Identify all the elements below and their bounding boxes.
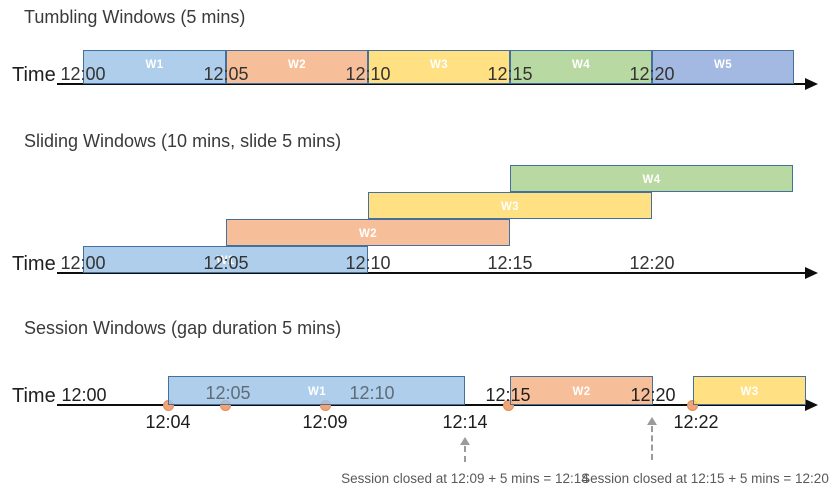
sliding-window-w2: W2 (226, 219, 510, 246)
session-event-time-label-1222: 12:22 (673, 412, 719, 432)
tumbling-window-label-w1: W1 (145, 59, 164, 71)
sliding-tick-1200: 12:00 (60, 253, 106, 273)
sliding-window-label-w1: W1 (216, 255, 235, 267)
session-annotation-arrow-line-1 (464, 446, 466, 462)
axis-arrowhead-icon-session (805, 399, 818, 411)
tumbling-window-w4: W4 (510, 50, 652, 84)
tumbling-tick-1210: 12:10 (345, 64, 391, 84)
tumbling-tick-1200: 12:00 (60, 64, 106, 84)
session-event-dot-1 (162, 399, 174, 411)
sliding-tick-1210: 12:10 (345, 253, 391, 273)
time-axis-session (57, 404, 806, 406)
tumbling-tick-1220: 12:20 (629, 64, 675, 84)
sliding-window-label-w2: W2 (358, 228, 378, 240)
axis-arrowhead-icon-sliding (805, 267, 818, 279)
tumbling-window-w1: W1 (83, 50, 226, 84)
session-event-dot-5 (686, 399, 698, 411)
sliding-window-w3: W3 (368, 192, 652, 219)
session-event-time-label-1214: 12:14 (442, 412, 488, 432)
tumbling-window-w3: W3 (368, 50, 510, 84)
session-tick-1200: 12:00 (61, 385, 107, 405)
section-title-session: Session Windows (gap duration 5 mins) (24, 318, 342, 338)
session-annotation-arrowhead-icon-1 (460, 437, 470, 445)
session-window-label-w1: W1 (307, 386, 327, 398)
time-axis-label-session: Time (12, 385, 56, 407)
session-window-time-label-1210: 12:10 (349, 383, 395, 403)
tumbling-window-label-w3: W3 (429, 59, 449, 71)
session-tick-1215: 12:15 (485, 385, 531, 405)
session-window-label-w3: W3 (740, 386, 759, 398)
session-event-time-label-1209: 12:09 (302, 412, 348, 432)
sliding-tick-1220: 12:20 (629, 253, 675, 273)
sliding-window-label-w4: W4 (642, 174, 661, 186)
section-title-sliding: Sliding Windows (10 mins, slide 5 mins) (24, 131, 342, 151)
session-event-dot-3 (319, 399, 331, 411)
session-event-time-label-1204: 12:04 (145, 412, 191, 432)
session-window-w3: W3 (693, 376, 806, 405)
session-window-label-w2: W2 (572, 386, 591, 398)
session-tick-1220: 12:20 (630, 385, 676, 405)
sliding-tick-1215: 12:15 (487, 253, 533, 273)
sliding-tick-1205: 12:05 (203, 253, 249, 273)
time-axis-sliding (57, 272, 806, 274)
tumbling-window-label-w4: W4 (571, 59, 591, 71)
session-annotation-arrowhead-icon-2 (647, 417, 657, 425)
time-axis-label-sliding: Time (12, 253, 56, 275)
time-axis-tumbling (57, 83, 806, 85)
sliding-window-label-w3: W3 (500, 201, 520, 213)
session-annotation-1: Session closed at 12:09 + 5 mins = 12:14 (341, 471, 589, 486)
session-annotation-2: Session closed at 12:15 + 5 mins = 12:20 (581, 471, 829, 486)
session-window-w1: W1 (168, 376, 465, 405)
tumbling-window-label-w2: W2 (287, 59, 307, 71)
session-window-time-label-1205: 12:05 (205, 383, 251, 403)
session-event-dot-4 (502, 399, 514, 411)
sliding-window-w4: W4 (510, 165, 793, 192)
section-title-tumbling: Tumbling Windows (5 mins) (24, 7, 246, 27)
session-annotation-arrow-line-2 (651, 426, 653, 460)
tumbling-window-label-w5: W5 (713, 59, 733, 71)
time-axis-label-tumbling: Time (12, 64, 56, 86)
session-event-dot-2 (219, 399, 231, 411)
tumbling-window-w2: W2 (226, 50, 368, 84)
tumbling-tick-1215: 12:15 (487, 64, 533, 84)
session-window-w2: W2 (510, 376, 653, 405)
tumbling-window-w5: W5 (652, 50, 794, 84)
axis-arrowhead-icon-tumbling (805, 78, 818, 90)
sliding-window-w1: W1 (83, 246, 368, 273)
tumbling-tick-1205: 12:05 (203, 64, 249, 84)
